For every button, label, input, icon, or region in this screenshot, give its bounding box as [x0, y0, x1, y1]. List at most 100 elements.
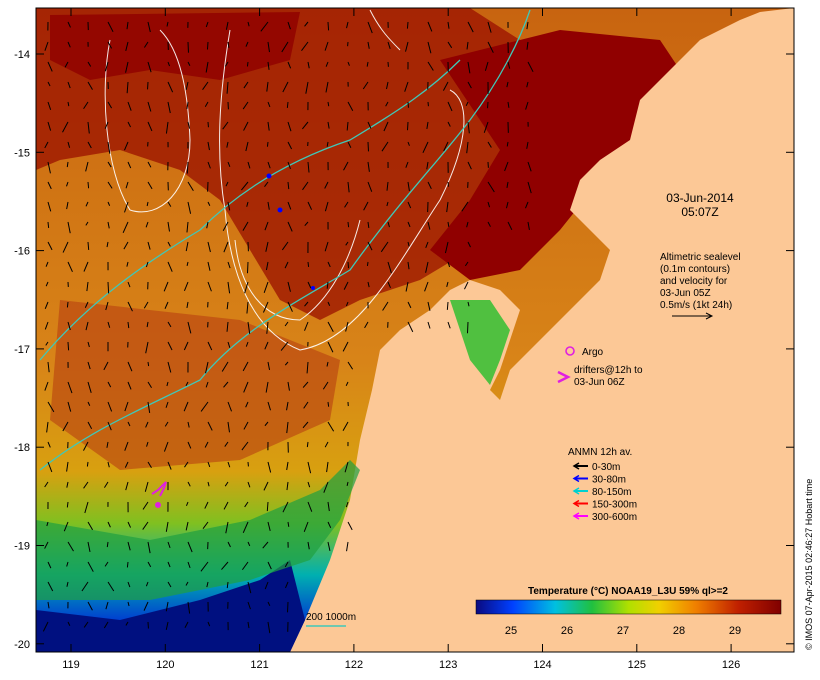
velocity-arrow [186, 301, 189, 309]
velocity-arrow [287, 221, 293, 232]
velocity-arrow [83, 621, 89, 628]
velocity-arrow [345, 301, 349, 307]
velocity-arrow [185, 381, 189, 387]
velocity-arrow [107, 21, 114, 33]
velocity-arrow [64, 61, 69, 68]
velocity-arrow [347, 361, 354, 370]
velocity-arrow [264, 221, 269, 231]
velocity-arrow [167, 61, 171, 67]
velocity-arrow [207, 341, 213, 351]
velocity-arrow [66, 561, 69, 567]
velocity-arrow [143, 301, 149, 309]
velocity-arrow [427, 21, 433, 32]
latitude-ticks: -14 -15 -16 -17 -18 -19 -20 [14, 49, 794, 651]
velocity-arrow [67, 81, 71, 89]
velocity-arrow [506, 181, 509, 188]
velocity-arrow [205, 61, 209, 73]
velocity-arrow [224, 481, 229, 487]
velocity-arrow [525, 101, 529, 110]
velocity-arrow [262, 541, 269, 549]
velocity-arrow [366, 61, 369, 67]
velocity-arrow [267, 561, 272, 570]
velocity-arrow [322, 381, 329, 390]
velocity-arrow [266, 321, 269, 334]
velocity-arrow [506, 81, 509, 88]
velocity-arrow [266, 141, 269, 147]
velocity-arrow [125, 621, 129, 626]
velocity-arrow [467, 81, 472, 89]
bay-cool-water [450, 300, 510, 385]
lat-tick-label: -14 [14, 49, 30, 61]
velocity-arrow [302, 121, 309, 130]
velocity-arrow [284, 261, 289, 269]
velocity-arrow [467, 61, 471, 74]
velocity-arrow [147, 381, 152, 388]
velocity-arrow [44, 301, 49, 309]
isobath-label: 200 1000m [306, 612, 356, 623]
lon-tick-label: 124 [533, 659, 551, 671]
velocity-arrow [286, 461, 289, 471]
velocity-arrow [281, 41, 289, 53]
velocity-arrow [264, 581, 269, 590]
velocity-arrow [405, 281, 409, 292]
velocity-arrow [466, 321, 469, 334]
velocity-arrow [66, 201, 69, 210]
velocity-arrow [246, 61, 249, 67]
velocity-arrow [324, 41, 329, 51]
velocity-arrow [527, 221, 530, 231]
velocity-arrow [207, 241, 211, 253]
lon-tick-label: 120 [156, 659, 174, 671]
velocity-arrow [142, 521, 149, 530]
velocity-arrow [165, 521, 169, 532]
velocity-arrow [127, 581, 131, 588]
velocity-arrow [347, 141, 352, 148]
velocity-arrow [467, 161, 472, 170]
velocity-arrow [107, 101, 113, 109]
velocity-arrow [484, 61, 489, 71]
velocity-arrow [187, 321, 192, 334]
velocity-arrow [87, 81, 93, 90]
velocity-arrow [164, 421, 169, 427]
velocity-arrow [267, 41, 270, 53]
colorbar-tick-label: 25 [505, 625, 517, 637]
velocity-arrow [187, 61, 191, 66]
velocity-arrow [127, 361, 133, 372]
velocity-arrow [67, 261, 73, 272]
velocity-arrow [144, 481, 149, 492]
velocity-arrow [307, 261, 310, 268]
velocity-arrow [207, 461, 211, 468]
velocity-arrow [47, 581, 54, 592]
velocity-arrow [327, 401, 330, 407]
velocity-arrow [47, 361, 50, 373]
velocity-arrow [83, 441, 89, 451]
velocity-arrow [105, 601, 109, 610]
velocity-arrow [147, 21, 151, 33]
velocity-arrow [66, 581, 69, 587]
velocity-arrow [487, 201, 491, 208]
velocity-arrow [187, 481, 191, 487]
velocity-arrow [127, 161, 132, 169]
velocity-arrow [185, 81, 189, 90]
velocity-arrow [287, 61, 292, 69]
velocity-arrow [465, 101, 469, 107]
velocity-arrow [145, 221, 149, 228]
velocity-arrow [386, 201, 389, 207]
velocity-arrows [42, 21, 534, 634]
velocity-arrow [327, 321, 334, 332]
velocity-arrow [227, 261, 231, 269]
velocity-arrow [466, 221, 469, 228]
velocity-arrow [47, 241, 53, 251]
velocity-arrow [165, 401, 169, 408]
velocity-arrow [327, 261, 331, 268]
velocity-arrow [106, 241, 109, 248]
velocity-arrow [187, 561, 191, 569]
velocity-arrow [346, 541, 349, 552]
velocity-arrow [287, 281, 291, 292]
velocity-arrow [107, 521, 111, 528]
longitude-ticks: 119 120 121 122 123 124 125 126 [62, 8, 740, 671]
velocity-arrow [67, 621, 71, 626]
velocity-arrow [407, 201, 412, 209]
velocity-arrow [386, 81, 389, 90]
velocity-arrow [227, 41, 230, 48]
velocity-arrow [225, 181, 229, 187]
